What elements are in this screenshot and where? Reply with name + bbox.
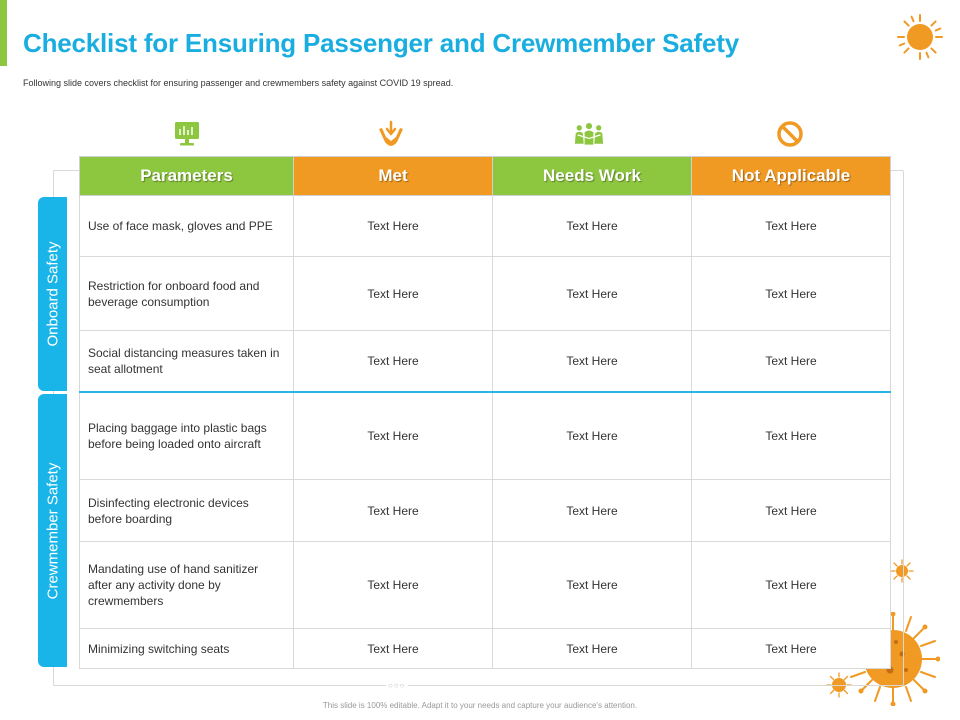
header-met: Met: [293, 156, 493, 196]
table-row: Mandating use of hand sanitizer after an…: [79, 541, 891, 629]
table-row: Use of face mask, gloves and PPE Text He…: [79, 195, 891, 257]
parameter-cell: Disinfecting electronic devices before b…: [79, 479, 294, 542]
needs-work-cell[interactable]: Text Here: [492, 330, 692, 392]
table-row: Restriction for onboard food and beverag…: [79, 256, 891, 331]
needs-work-cell[interactable]: Text Here: [492, 390, 692, 480]
met-cell[interactable]: Text Here: [293, 479, 493, 542]
header-not-applicable: Not Applicable: [691, 156, 891, 196]
section-label: Crewmember Safety: [44, 462, 61, 599]
met-cell[interactable]: Text Here: [293, 628, 493, 669]
section-tab-onboard-safety: Onboard Safety: [38, 197, 67, 391]
not-applicable-cell[interactable]: Text Here: [691, 330, 891, 392]
parameter-cell: Restriction for onboard food and beverag…: [79, 256, 294, 331]
virus-icon: [890, 559, 914, 583]
header-needs-work: Needs Work: [492, 156, 692, 196]
page-title: Checklist for Ensuring Passenger and Cre…: [23, 28, 739, 58]
parameter-cell: Minimizing switching seats: [79, 628, 294, 669]
parameter-cell: Mandating use of hand sanitizer after an…: [79, 541, 294, 629]
met-cell[interactable]: Text Here: [293, 256, 493, 331]
virus-icon: [897, 14, 943, 60]
footer-note: This slide is 100% editable. Adapt it to…: [322, 701, 638, 710]
not-applicable-cell[interactable]: Text Here: [691, 256, 891, 331]
parameter-cell: Use of face mask, gloves and PPE: [79, 195, 294, 257]
not-applicable-cell[interactable]: Text Here: [691, 390, 891, 480]
monitor-chart-icon: [175, 122, 199, 146]
met-cell[interactable]: Text Here: [293, 330, 493, 392]
not-applicable-cell[interactable]: Text Here: [691, 628, 891, 669]
checklist-table: Parameters Met Needs Work Not Applicable…: [79, 156, 891, 669]
not-applicable-cell[interactable]: Text Here: [691, 479, 891, 542]
accent-bar: [0, 0, 7, 66]
table-row: Disinfecting electronic devices before b…: [79, 479, 891, 542]
table-row: Placing baggage into plastic bags before…: [79, 390, 891, 480]
table-row: Minimizing switching seats Text Here Tex…: [79, 628, 891, 669]
needs-work-cell[interactable]: Text Here: [492, 195, 692, 257]
section-tab-crewmember-safety: Crewmember Safety: [38, 394, 67, 667]
needs-work-cell[interactable]: Text Here: [492, 541, 692, 629]
people-group-icon: [574, 122, 604, 145]
met-cell[interactable]: Text Here: [293, 390, 493, 480]
header-parameters: Parameters: [79, 156, 294, 196]
met-cell[interactable]: Text Here: [293, 195, 493, 257]
page-subtitle: Following slide covers checklist for ens…: [23, 78, 454, 88]
not-applicable-cell[interactable]: Text Here: [691, 195, 891, 257]
parameter-cell: Placing baggage into plastic bags before…: [79, 390, 294, 480]
needs-work-cell[interactable]: Text Here: [492, 479, 692, 542]
header-row: Parameters Met Needs Work Not Applicable: [79, 156, 891, 196]
hands-care-icon: [379, 120, 403, 146]
met-cell[interactable]: Text Here: [293, 541, 493, 629]
not-applicable-cell[interactable]: Text Here: [691, 541, 891, 629]
needs-work-cell[interactable]: Text Here: [492, 628, 692, 669]
needs-work-cell[interactable]: Text Here: [492, 256, 692, 331]
parameter-cell: Social distancing measures taken in seat…: [79, 330, 294, 392]
frame-dots: ○○○: [386, 681, 408, 690]
prohibited-icon: [777, 121, 803, 147]
section-label: Onboard Safety: [44, 241, 61, 347]
table-row: Social distancing measures taken in seat…: [79, 330, 891, 392]
